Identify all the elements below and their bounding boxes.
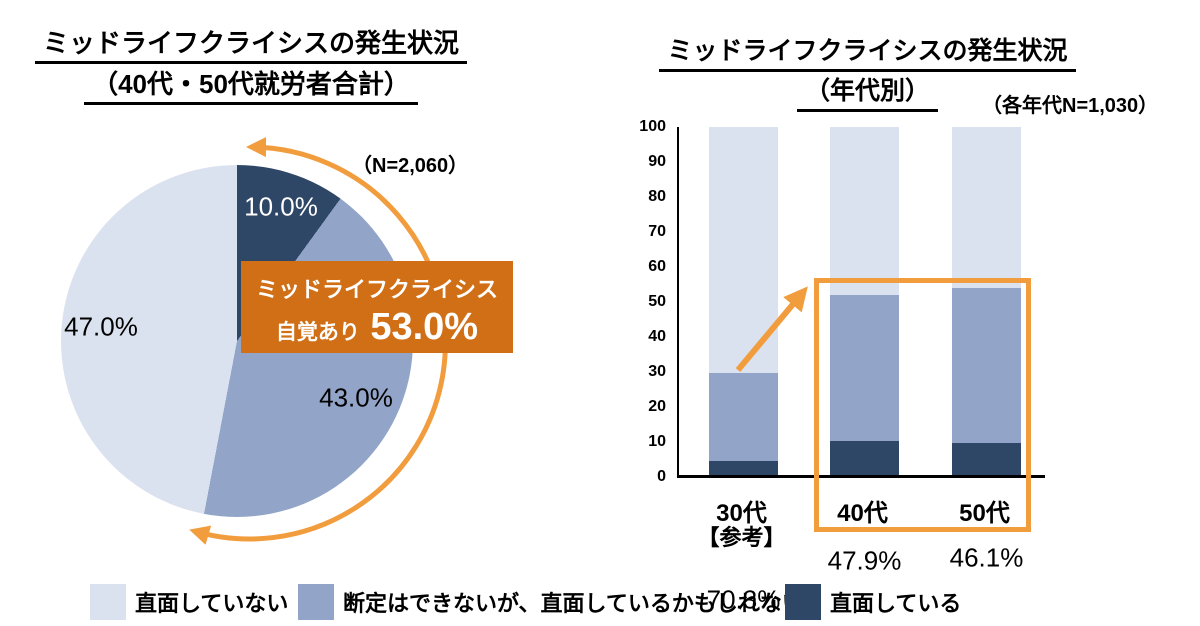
bar-title-line1: ミッドライフクライシスの発生状況 bbox=[659, 39, 1076, 72]
bar-segment-label: 70.3% bbox=[706, 584, 781, 615]
legend-label-not-facing: 直面していない bbox=[135, 590, 289, 616]
y-tick-label: 100 bbox=[639, 118, 666, 135]
x-category-sublabel: 【参考】 bbox=[697, 525, 786, 550]
x-category-label: 40代 bbox=[837, 500, 888, 527]
y-tick-label: 40 bbox=[648, 328, 666, 345]
bar-segment-label: 46.1% bbox=[949, 542, 1024, 573]
y-tick-label: 0 bbox=[657, 468, 666, 485]
legend-swatch-dark bbox=[785, 583, 821, 620]
pie-title-line1: ミッドライフクライシスの発生状況 bbox=[34, 30, 467, 64]
bar-segment bbox=[709, 460, 778, 477]
legend-label-maybe-facing: 断定はできないが、直面しているかもしれない bbox=[343, 590, 804, 616]
bar-segment bbox=[952, 127, 1021, 289]
x-axis-line bbox=[677, 475, 1045, 478]
bar-plot-area: 4.6%25.1%70.3%10.3%41.8%47.9%9.8%44.1%46… bbox=[677, 127, 1047, 615]
bar-segment bbox=[830, 294, 899, 441]
y-tick-label: 30 bbox=[648, 363, 666, 380]
legend-item-maybe-facing: 断定はできないが、直面しているかもしれない bbox=[298, 583, 804, 620]
callout-value-line: 自覚あり 53.0% bbox=[241, 306, 513, 349]
x-category-label: 30代 bbox=[716, 500, 767, 527]
bar-segment bbox=[830, 127, 899, 295]
bar-segment bbox=[952, 442, 1021, 477]
legend-swatch-medium bbox=[298, 583, 334, 620]
y-tick-label: 60 bbox=[648, 258, 666, 275]
bar-segment-label: 47.9% bbox=[827, 545, 902, 576]
pie-chart-title: ミッドライフクライシスの発生状況 （40代・50代就労者合計） bbox=[18, 30, 484, 112]
legend-swatch-light bbox=[90, 583, 126, 620]
pie-title-line2: （40代・50代就労者合計） bbox=[84, 71, 418, 105]
pie-sample-size: （N=2,060） bbox=[352, 155, 469, 177]
legend-item-facing: 直面している bbox=[785, 583, 961, 620]
legend-item-not-facing: 直面していない bbox=[90, 583, 288, 620]
y-tick-label: 70 bbox=[648, 223, 666, 240]
pie-slice-label: 10.0% bbox=[244, 191, 318, 222]
y-tick-label: 10 bbox=[648, 433, 666, 450]
pie-slice-label: 43.0% bbox=[319, 382, 393, 413]
bar-segment bbox=[830, 440, 899, 477]
x-category-label: 50代 bbox=[959, 500, 1010, 527]
y-tick-label: 20 bbox=[648, 398, 666, 415]
bar-title-line2: （年代別） bbox=[796, 79, 938, 112]
callout-percentage: 53.0% bbox=[370, 306, 479, 348]
callout-box: ミッドライフクライシス 自覚あり 53.0% bbox=[241, 261, 513, 353]
bar-segment bbox=[952, 288, 1021, 443]
callout-prefix: 自覚あり bbox=[275, 321, 360, 344]
bar-segment bbox=[709, 373, 778, 461]
y-tick-label: 90 bbox=[648, 153, 666, 170]
pie-slice-label: 47.0% bbox=[64, 311, 138, 342]
y-tick-label: 50 bbox=[648, 293, 666, 310]
bar-chart-title: ミッドライフクライシスの発生状況 （年代別） bbox=[645, 39, 1090, 119]
legend-label-facing: 直面している bbox=[830, 590, 962, 616]
y-tick-label: 80 bbox=[648, 188, 666, 205]
highlight-rectangle bbox=[814, 278, 1031, 532]
bar-sample-size: （各年代N=1,030） bbox=[982, 95, 1159, 117]
callout-title: ミッドライフクライシス bbox=[255, 277, 498, 302]
bar-segment bbox=[709, 127, 778, 374]
